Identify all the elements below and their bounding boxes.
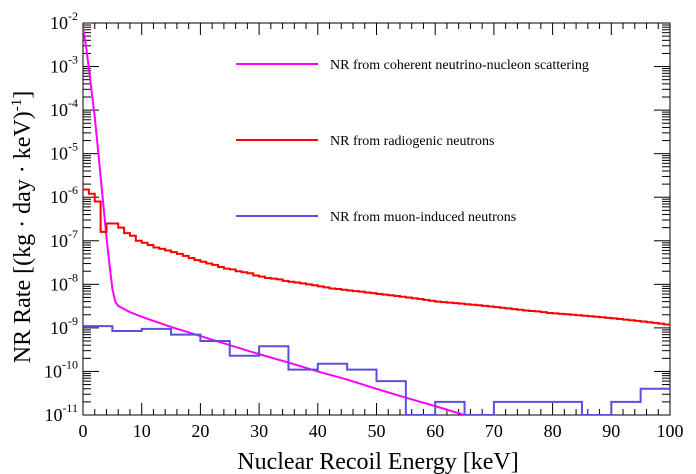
x-axis-ticks: 0 10 20 30 40 50 60 70 80 90 100 [79,23,684,441]
x-tick-label: 0 [79,421,88,441]
x-tick-label: 20 [191,421,209,441]
x-tick-label: 10 [133,421,151,441]
y-axis-title-suffix: ] [10,91,36,99]
y-axis-title: NR Rate [(kg · day · keV)-1] [9,91,36,363]
y-tick-label: 10-8 [50,270,78,294]
y-tick-label: 10-2 [50,9,78,33]
y-tick-label: 10-10 [44,357,78,381]
y-tick-label: 10-7 [50,227,78,251]
legend-label-2: NR from radiogenic neutrons [330,134,494,149]
y-tick-label: 10-9 [50,314,78,338]
y-tick-label: 10-6 [50,183,78,207]
x-tick-label: 30 [250,421,268,441]
y-tick-label: 10-3 [50,53,78,77]
series-line-2 [83,188,670,326]
y-axis-title-exponent: -1 [9,99,25,112]
x-axis-title: Nuclear Recoil Energy [keV] [237,449,518,474]
series-line-1 [83,27,465,415]
y-axis-ticks: 10-11 10-10 10-9 10-8 10-7 10-6 10-5 10-4 10-3 10… [44,9,670,425]
series-layer [83,27,670,415]
x-tick-label: 50 [368,421,386,441]
x-tick-label: 60 [426,421,444,441]
x-tick-label: 40 [309,421,327,441]
legend-label-1: NR from coherent neutrino-nucleon scatte… [330,58,589,73]
series-line-3 [83,325,670,415]
x-tick-label: 80 [544,421,562,441]
x-tick-label: 100 [657,421,684,441]
legend: NR from coherent neutrino-nucleon scatte… [236,58,589,225]
y-axis-title-main: NR Rate [(kg · day · keV) [10,111,36,363]
y-tick-label: 10-11 [44,401,78,425]
y-tick-label: 10-4 [50,96,78,120]
legend-label-3: NR from muon-induced neutrons [330,210,516,225]
y-tick-label: 10-5 [50,140,78,164]
x-tick-label: 90 [602,421,620,441]
x-tick-label: 70 [485,421,503,441]
